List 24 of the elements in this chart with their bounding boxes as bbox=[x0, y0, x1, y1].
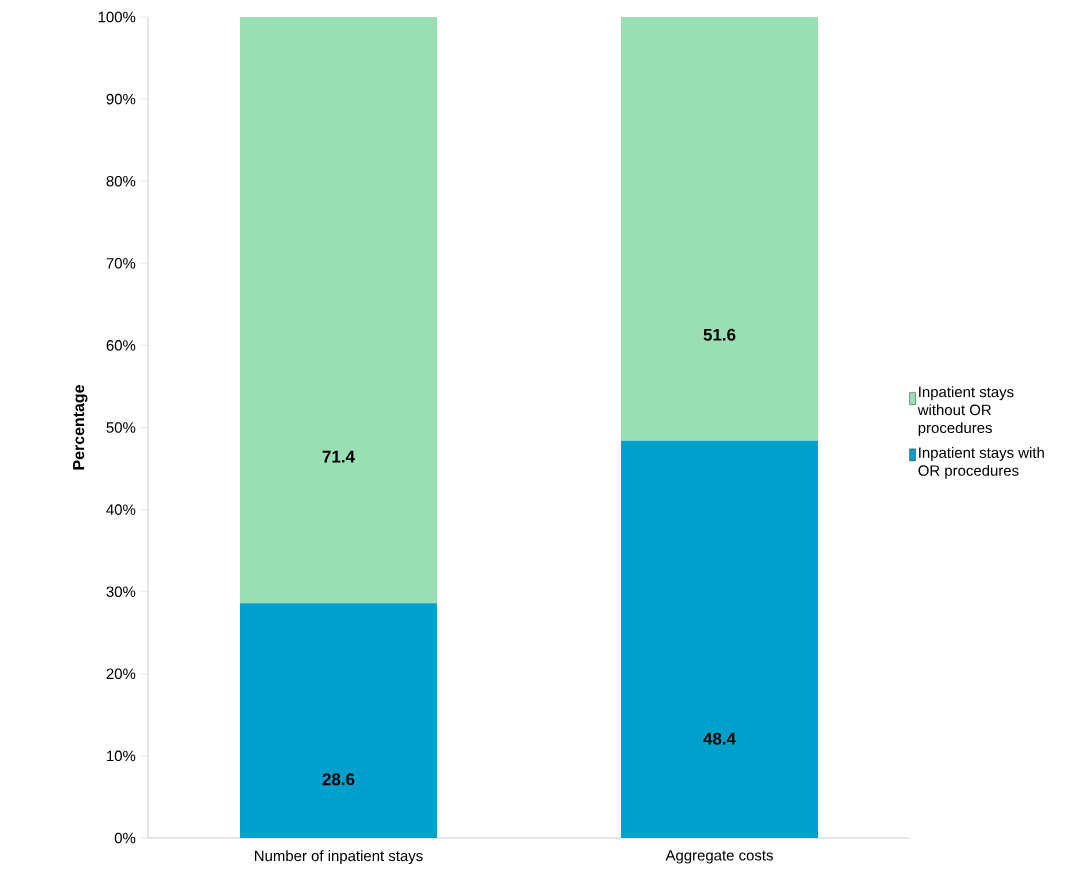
y-tick-label: 30% bbox=[106, 586, 136, 597]
data-label: 71.4 bbox=[322, 450, 355, 463]
y-tick-label: 70% bbox=[106, 258, 136, 269]
bar bbox=[621, 440, 819, 838]
x-tick-label: Number of inpatient stays bbox=[255, 850, 423, 865]
y-axis-title: Percentage bbox=[73, 385, 88, 470]
y-tick-label: 80% bbox=[106, 175, 136, 187]
legend-label: Inpatient stays with OR procedures bbox=[918, 446, 1044, 479]
data-label: 48.4 bbox=[703, 732, 736, 745]
y-tick-label: 100% bbox=[98, 11, 136, 23]
data-label: 28.6 bbox=[322, 773, 355, 786]
bar bbox=[240, 16, 437, 604]
y-tick-label: 10% bbox=[107, 750, 136, 762]
data-label: 51.6 bbox=[703, 328, 736, 341]
legend-label: Inpatient stays without OR procedures bbox=[917, 386, 1014, 437]
y-tick-label: 20% bbox=[106, 668, 136, 680]
y-tick-label: 90% bbox=[106, 93, 136, 105]
y-tick-label: 0% bbox=[114, 832, 136, 844]
y-tick-label: 40% bbox=[106, 504, 136, 515]
bar bbox=[240, 603, 437, 838]
y-tick-label: 60% bbox=[106, 340, 136, 351]
bar bbox=[621, 16, 819, 441]
y-tick-label: 50% bbox=[106, 422, 136, 433]
x-tick-label: Aggregate costs bbox=[665, 850, 773, 864]
